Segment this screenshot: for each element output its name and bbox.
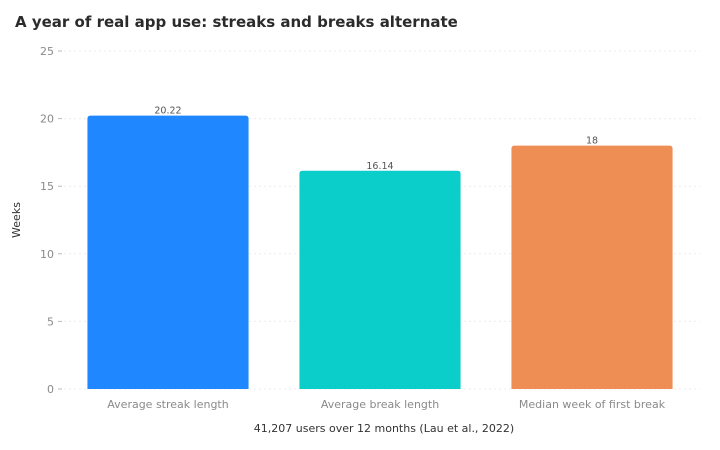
y-tick-label-20: 20: [40, 113, 54, 126]
data-labels-layer: 20.22 16.14 18: [154, 106, 598, 172]
x-tick-label-2: Average break length: [321, 398, 439, 411]
y-tick-label-0: 0: [47, 383, 54, 396]
data-label-1: 20.22: [154, 106, 181, 117]
y-tick-label-5: 5: [47, 315, 54, 328]
data-label-2: 16.14: [366, 161, 393, 172]
bar-3: [511, 145, 673, 389]
y-axis-title: Weeks: [10, 202, 23, 238]
y-tick-label-15: 15: [40, 180, 54, 193]
y-tick-label-10: 10: [40, 248, 54, 261]
bar-2: [299, 170, 461, 389]
chart-title: A year of real app use: streaks and brea…: [15, 13, 458, 31]
data-label-3: 18: [586, 136, 598, 147]
bar-1: [87, 115, 249, 389]
y-axis: 0 5 10 15 20 25: [40, 45, 62, 396]
y-tick-label-25: 25: [40, 45, 54, 58]
x-tick-label-1: Average streak length: [107, 398, 228, 411]
bars-layer: [87, 115, 673, 389]
x-axis-title: 41,207 users over 12 months (Lau et al.,…: [254, 422, 514, 435]
x-axis: Average streak length Average break lengt…: [107, 398, 665, 411]
x-tick-label-3: Median week of first break: [519, 398, 666, 411]
